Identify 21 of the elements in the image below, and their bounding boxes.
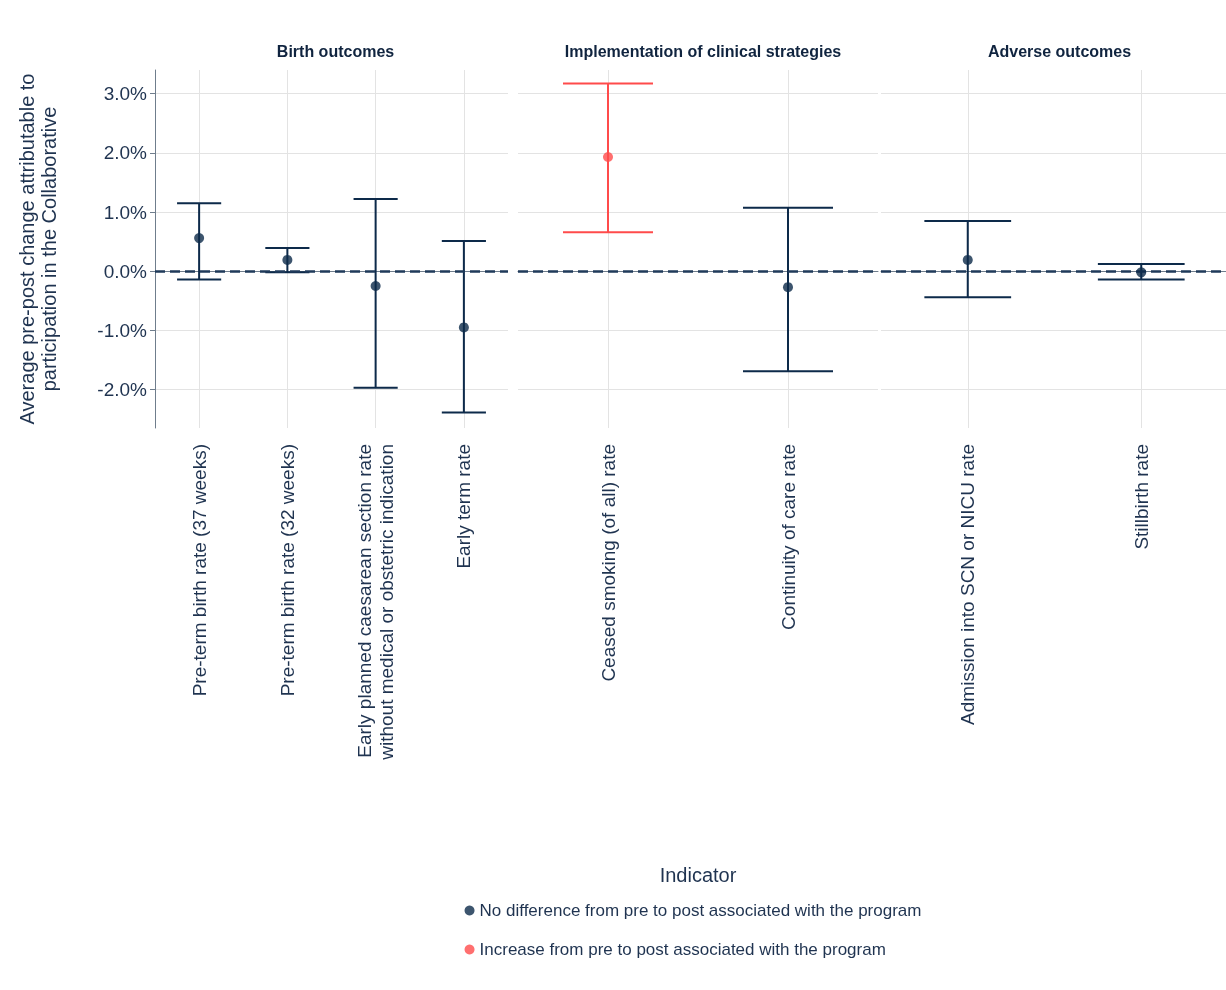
y-tick-label: 2.0% [103, 142, 148, 164]
y-tick-label: 3.0% [103, 83, 148, 105]
y-tick-label: 0.0% [103, 260, 148, 282]
x-tick-label: Continuity of care rate [777, 444, 799, 630]
y-tick-label: 1.0% [103, 201, 148, 223]
x-tick-label: Pre-term birth rate (32 weeks) [276, 444, 298, 697]
x-axis-title: Indicator [659, 864, 737, 886]
chart-title: Implementation of clinical strategies [564, 42, 842, 60]
legend-label: No difference from pre to post associated with the program [479, 901, 922, 920]
x-tick-label: Ceased smoking (of all) rate [597, 444, 619, 682]
chart-title: Birth outcomes [276, 42, 395, 60]
x-tick-label: Admission into SCN or NICU rate [957, 444, 979, 725]
y-axis-title: Average pre-post change attributable to participation in the Collaborative [16, 73, 60, 425]
chart-title: Adverse outcomes [987, 42, 1132, 60]
x-tick-label: Pre-term birth rate (37 weeks) [188, 444, 210, 697]
legend-label: Increase from pre to post associated with the program [479, 940, 886, 959]
x-tick-label: Early term rate [453, 444, 475, 569]
x-tick-label: Stillbirth rate [1130, 444, 1152, 550]
y-tick-label: -1.0% [97, 319, 148, 341]
x-tick-label: Early planned caesarean section rate without medical or obstetric indication [354, 444, 398, 761]
y-tick-label: -2.0% [97, 379, 148, 401]
